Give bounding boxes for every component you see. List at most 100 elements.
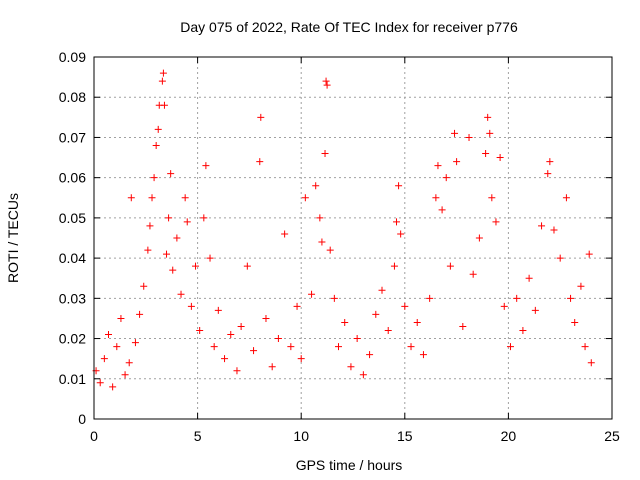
- data-point: [330, 294, 338, 302]
- data-point: [538, 222, 546, 230]
- data-point: [113, 343, 121, 351]
- grid: [94, 57, 612, 419]
- data-point: [390, 262, 398, 270]
- data-point: [187, 302, 195, 310]
- data-point: [393, 218, 401, 226]
- data-point: [192, 262, 200, 270]
- data-point: [323, 81, 331, 89]
- data-point: [438, 206, 446, 214]
- data-point: [167, 170, 175, 178]
- data-point: [426, 294, 434, 302]
- data-point: [581, 343, 589, 351]
- data-point: [347, 363, 355, 371]
- data-point: [372, 310, 380, 318]
- data-point: [562, 194, 570, 202]
- data-point: [587, 359, 595, 367]
- y-tick-label: 0.05: [59, 210, 86, 226]
- data-point: [206, 254, 214, 262]
- data-point: [227, 331, 235, 339]
- data-point: [163, 250, 171, 258]
- x-tick-label: 20: [501, 428, 517, 444]
- data-point: [571, 318, 579, 326]
- data-point: [159, 69, 167, 77]
- data-point: [334, 343, 342, 351]
- x-tick-label: 15: [397, 428, 413, 444]
- data-point: [181, 194, 189, 202]
- data-point: [465, 133, 473, 141]
- data-point: [488, 194, 496, 202]
- data-point: [173, 234, 181, 242]
- data-point: [446, 262, 454, 270]
- data-point: [492, 218, 500, 226]
- data-point: [341, 318, 349, 326]
- axis-ticks: [93, 56, 613, 420]
- data-point: [397, 230, 405, 238]
- data-point: [210, 343, 218, 351]
- data-point: [556, 254, 564, 262]
- data-point: [177, 290, 185, 298]
- data-point: [453, 158, 461, 166]
- x-tick-label: 5: [194, 428, 202, 444]
- data-point: [459, 322, 467, 330]
- data-point: [158, 77, 166, 85]
- data-point: [200, 214, 208, 222]
- data-point: [146, 222, 154, 230]
- data-point: [96, 379, 104, 387]
- data-point: [482, 150, 490, 158]
- y-tick-label: 0.06: [59, 170, 86, 186]
- data-point: [308, 290, 316, 298]
- data-point: [484, 113, 492, 121]
- data-point: [233, 367, 241, 375]
- data-point: [117, 314, 125, 322]
- data-point: [318, 238, 326, 246]
- data-point: [297, 355, 305, 363]
- data-point: [105, 331, 113, 339]
- data-point: [127, 194, 135, 202]
- data-point: [183, 218, 191, 226]
- data-point: [506, 343, 514, 351]
- data-point: [322, 77, 330, 85]
- data-point: [546, 158, 554, 166]
- data-point: [268, 363, 276, 371]
- data-point: [136, 310, 144, 318]
- data-point: [165, 214, 173, 222]
- data-points: [92, 69, 595, 391]
- data-point: [577, 282, 585, 290]
- data-point: [150, 174, 158, 182]
- x-tick-labels: 0 5 10 15 20 25: [90, 428, 620, 444]
- data-point: [486, 129, 494, 137]
- data-point: [125, 359, 133, 367]
- data-point: [432, 194, 440, 202]
- x-tick-label: 10: [293, 428, 309, 444]
- data-point: [321, 150, 329, 158]
- data-point: [257, 113, 265, 121]
- x-axis-label: GPS time / hours: [296, 457, 403, 473]
- data-point: [287, 343, 295, 351]
- y-tick-label: 0.03: [59, 290, 86, 306]
- data-point: [366, 351, 374, 359]
- data-point: [221, 355, 229, 363]
- data-point: [500, 302, 508, 310]
- data-point: [154, 125, 162, 133]
- data-point: [243, 262, 251, 270]
- data-point: [434, 162, 442, 170]
- data-point: [395, 182, 403, 190]
- data-point: [148, 194, 156, 202]
- data-point: [140, 282, 148, 290]
- data-point: [475, 234, 483, 242]
- y-axis-label: ROTI / TECUs: [5, 193, 21, 283]
- data-point: [293, 302, 301, 310]
- data-point: [169, 266, 177, 274]
- data-point: [316, 214, 324, 222]
- data-point: [359, 371, 367, 379]
- data-point: [100, 355, 108, 363]
- data-point: [451, 129, 459, 137]
- y-tick-label: 0.08: [59, 89, 86, 105]
- data-point: [519, 327, 527, 335]
- data-point: [144, 246, 152, 254]
- data-point: [531, 306, 539, 314]
- data-point: [496, 154, 504, 162]
- y-tick-label: 0.01: [59, 371, 86, 387]
- data-point: [525, 274, 533, 282]
- data-point: [152, 141, 160, 149]
